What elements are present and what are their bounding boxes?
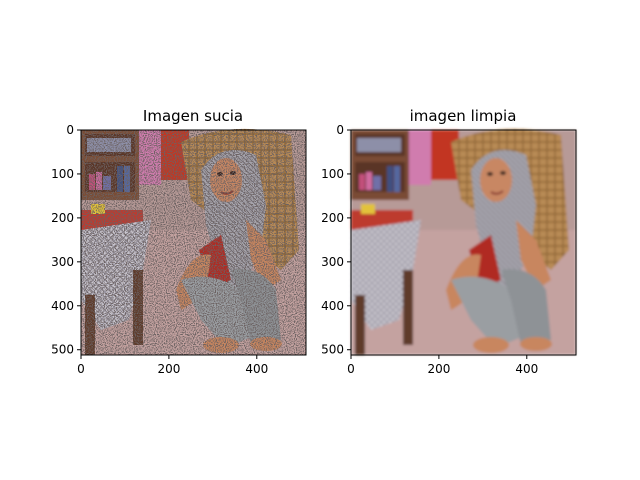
y-tick-label: 100 [321,167,344,181]
y-tick-label: 300 [321,255,344,269]
image-noisy [80,127,307,356]
y-tick-label: 500 [321,343,344,357]
axis-ticks: 0 200 400 0 100 200 300 400 500 [321,123,538,376]
x-tick-label: 0 [77,362,85,376]
image-clean [350,127,577,356]
y-tick-label: 400 [321,299,344,313]
y-tick-label: 300 [51,255,74,269]
y-tick-label: 200 [321,211,344,225]
x-tick-label: 200 [427,362,450,376]
panel-clean-image: imagen limpia 0 200 400 0 100 200 300 400 500 [321,107,577,376]
x-tick-label: 200 [157,362,180,376]
panel-title: imagen limpia [410,107,517,125]
axes-frame [80,129,307,356]
axis-ticks: 0 200 400 0 100 200 300 400 500 [51,123,268,376]
panel-title: Imagen sucia [143,107,243,125]
x-tick-label: 0 [347,362,355,376]
y-tick-label: 400 [51,299,74,313]
y-tick-label: 500 [51,343,74,357]
x-tick-label: 400 [515,362,538,376]
y-tick-label: 0 [66,123,74,137]
axes-frame [350,129,577,356]
y-tick-label: 0 [336,123,344,137]
panel-noisy-image: Imagen sucia 0 200 400 0 100 200 300 400 500 [51,107,307,376]
x-tick-label: 400 [245,362,268,376]
y-tick-label: 100 [51,167,74,181]
y-tick-label: 200 [51,211,74,225]
